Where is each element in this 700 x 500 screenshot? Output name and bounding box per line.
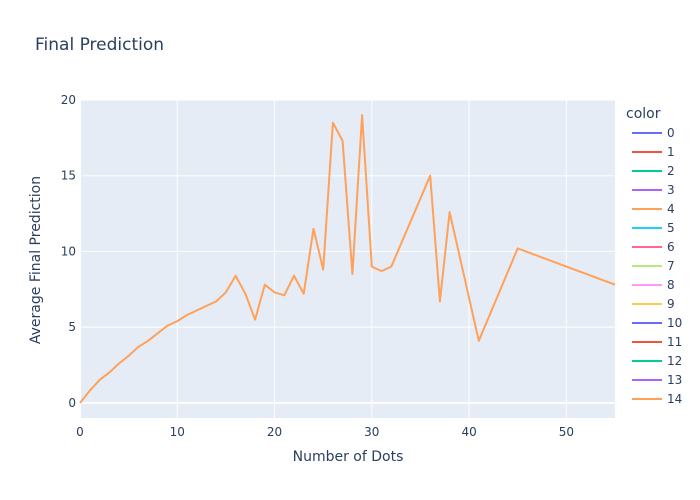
legend-title: color	[626, 106, 661, 122]
legend-item-9[interactable]: 9	[632, 297, 675, 311]
legend-item-1[interactable]: 1	[632, 145, 675, 159]
legend-label: 11	[667, 335, 682, 349]
x-tick-label: 50	[559, 425, 574, 439]
legend-item-7[interactable]: 7	[632, 259, 675, 273]
legend-item-8[interactable]: 8	[632, 278, 675, 292]
x-tick-label: 20	[267, 425, 282, 439]
legend-label: 2	[667, 164, 675, 178]
legend-item-14[interactable]: 14	[632, 392, 682, 406]
y-tick-label: 0	[68, 396, 76, 410]
x-tick-label: 10	[170, 425, 185, 439]
legend-label: 4	[667, 202, 675, 216]
legend-item-11[interactable]: 11	[632, 335, 682, 349]
legend-item-2[interactable]: 2	[632, 164, 675, 178]
x-axis-title: Number of Dots	[293, 449, 404, 465]
legend-label: 5	[667, 221, 675, 235]
x-tick-label: 0	[76, 425, 84, 439]
y-tick-label: 20	[61, 93, 76, 107]
legend-item-6[interactable]: 6	[632, 240, 675, 254]
legend-label: 8	[667, 278, 675, 292]
legend-label: 14	[667, 392, 682, 406]
x-tick-label: 30	[364, 425, 379, 439]
legend-label: 1	[667, 145, 675, 159]
y-tick-label: 10	[61, 244, 76, 258]
y-axis-title: Average Final Prediction	[28, 176, 44, 344]
legend-item-10[interactable]: 10	[632, 316, 682, 330]
x-tick-label: 40	[461, 425, 476, 439]
y-tick-label: 15	[61, 169, 76, 183]
plot-area[interactable]	[80, 100, 615, 418]
legend-label: 7	[667, 259, 675, 273]
grid-lines	[79, 99, 615, 418]
chart-title: Final Prediction	[35, 35, 164, 55]
legend-label: 9	[667, 297, 675, 311]
tick-labels: 0 10 20 30 40 50 0 5 10 15 20	[61, 93, 574, 439]
legend-label: 10	[667, 316, 682, 330]
legend-item-13[interactable]: 13	[632, 373, 682, 387]
y-tick-label: 5	[68, 320, 76, 334]
legend-item-4[interactable]: 4	[632, 202, 675, 216]
series-layer	[79, 114, 616, 404]
legend-label: 3	[667, 183, 675, 197]
legend-item-0[interactable]: 0	[632, 126, 675, 140]
legend-label: 13	[667, 373, 682, 387]
legend-item-3[interactable]: 3	[632, 183, 675, 197]
legend-item-12[interactable]: 12	[632, 354, 682, 368]
series-line-14[interactable]	[79, 114, 616, 404]
legend-label: 6	[667, 240, 675, 254]
legend-label: 12	[667, 354, 682, 368]
legend-label: 0	[667, 126, 675, 140]
legend-item-5[interactable]: 5	[632, 221, 675, 235]
